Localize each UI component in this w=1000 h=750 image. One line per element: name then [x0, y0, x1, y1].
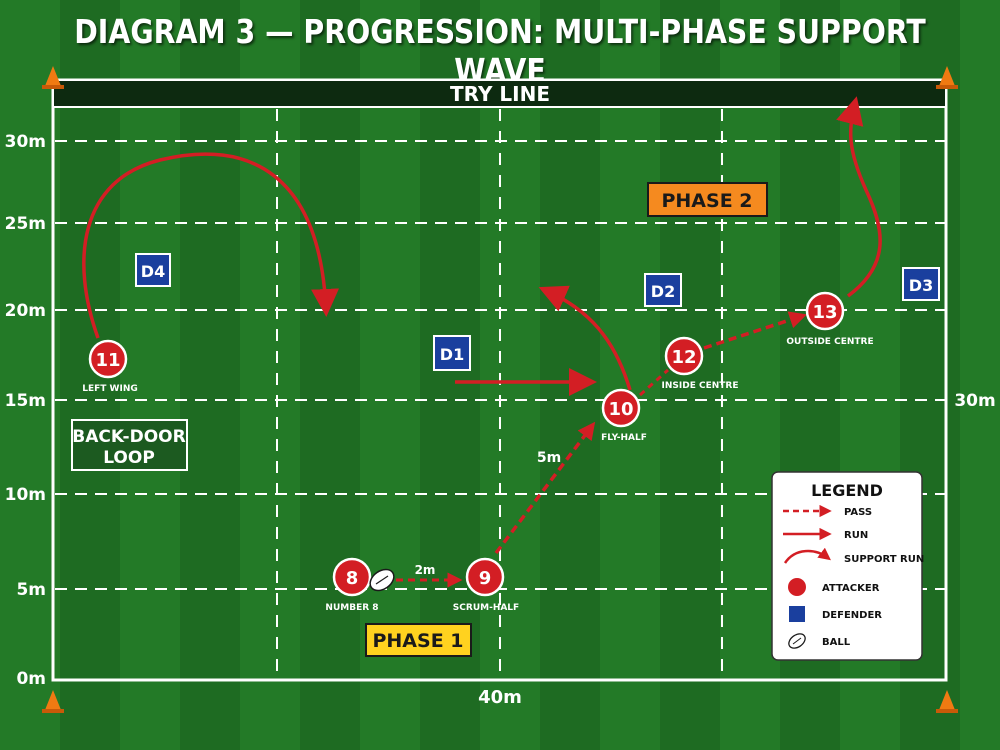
attacker-role: NUMBER 8	[325, 603, 378, 613]
right-length-label: 30m	[954, 391, 995, 411]
ball-icon	[788, 633, 806, 649]
y-label: 10m	[5, 485, 46, 505]
width-label: 40m	[478, 687, 522, 708]
svg-text:SUPPORT RUN: SUPPORT RUN	[844, 554, 924, 565]
defender-d1: D1	[433, 335, 471, 371]
ball-icon	[369, 568, 395, 592]
svg-text:11: 11	[95, 350, 120, 371]
attacker-10: 10 FLY-HALF	[601, 388, 647, 443]
attacker-8: 8 NUMBER 8	[325, 557, 379, 613]
y-label: 5m	[16, 580, 46, 600]
phase-1-label: PHASE 1	[365, 623, 472, 657]
y-label: 0m	[16, 669, 46, 689]
try-line-label: TRY LINE	[450, 82, 550, 106]
cone-icon	[42, 66, 64, 89]
attacker-role: INSIDE CENTRE	[662, 381, 739, 391]
svg-text:PASS: PASS	[844, 507, 872, 518]
svg-text:13: 13	[812, 302, 837, 323]
support-run-arrow	[82, 152, 340, 339]
support-run-arrow	[836, 96, 882, 298]
svg-text:ATTACKER: ATTACKER	[822, 583, 880, 594]
cone-icon	[936, 690, 958, 713]
page-title: DIAGRAM 3 — PROGRESSION: MULTI-PHASE SUP…	[74, 12, 926, 90]
attacker-13: 13 OUTSIDE CENTRE	[786, 291, 874, 347]
legend-item-defender: DEFENDER	[789, 606, 882, 622]
svg-text:PHASE 2: PHASE 2	[661, 190, 752, 212]
pass-arrow	[494, 421, 596, 555]
svg-text:D2: D2	[651, 282, 675, 301]
phase-2-label: PHASE 2	[647, 182, 768, 217]
legend-item-pass: PASS	[783, 504, 872, 518]
svg-text:RUN: RUN	[844, 530, 868, 541]
svg-text:9: 9	[479, 568, 492, 589]
try-line: TRY LINE	[52, 79, 947, 108]
svg-text:BALL: BALL	[822, 637, 851, 648]
y-label: 30m	[5, 132, 46, 152]
y-axis-labels: 30m 25m 20m 15m 10m 5m 0m	[5, 132, 46, 689]
svg-text:10: 10	[608, 399, 633, 420]
cone-icon	[42, 690, 64, 713]
attacker-role: SCRUM-HALF	[453, 603, 519, 613]
y-label: 20m	[5, 301, 46, 321]
attacker-9: 9 SCRUM-HALF	[453, 557, 519, 613]
attacker-12: 12 INSIDE CENTRE	[662, 336, 739, 391]
svg-text:8: 8	[346, 568, 359, 589]
back-door-loop-label: BACK-DOOR LOOP	[71, 419, 188, 471]
cone-icon	[936, 66, 958, 89]
svg-text:DEFENDER: DEFENDER	[822, 610, 882, 621]
legend-item-run: RUN	[783, 527, 868, 541]
legend: LEGEND PASS RUN SUPPORT RUN ATTACKER DEF…	[771, 471, 924, 661]
pass-distance-label: 5m	[537, 450, 561, 466]
defender-d4: D4	[135, 253, 171, 287]
support-run-arrow	[538, 285, 632, 391]
pass-distance-label: 2m	[415, 563, 436, 577]
pass-arrow	[703, 311, 807, 350]
attacker-role: FLY-HALF	[601, 433, 647, 443]
svg-text:PHASE 1: PHASE 1	[372, 630, 463, 652]
svg-text:BACK-DOOR: BACK-DOOR	[72, 427, 185, 447]
attacker-role: LEFT WING	[82, 384, 138, 394]
defender-d3: D3	[902, 267, 940, 301]
legend-item-support-run: SUPPORT RUN	[783, 547, 924, 565]
legend-item-attacker: ATTACKER	[788, 578, 880, 596]
svg-text:12: 12	[671, 347, 696, 368]
svg-text:D1: D1	[440, 345, 464, 364]
attacker-11: 11 LEFT WING	[82, 339, 138, 394]
svg-text:D3: D3	[909, 276, 933, 295]
y-label: 25m	[5, 214, 46, 234]
svg-text:LOOP: LOOP	[103, 448, 155, 468]
y-label: 15m	[5, 391, 46, 411]
attacker-role: OUTSIDE CENTRE	[786, 337, 873, 347]
legend-item-ball: BALL	[788, 633, 851, 649]
legend-title: LEGEND	[811, 481, 883, 500]
defender-d2: D2	[644, 273, 682, 307]
svg-text:D4: D4	[141, 262, 165, 281]
